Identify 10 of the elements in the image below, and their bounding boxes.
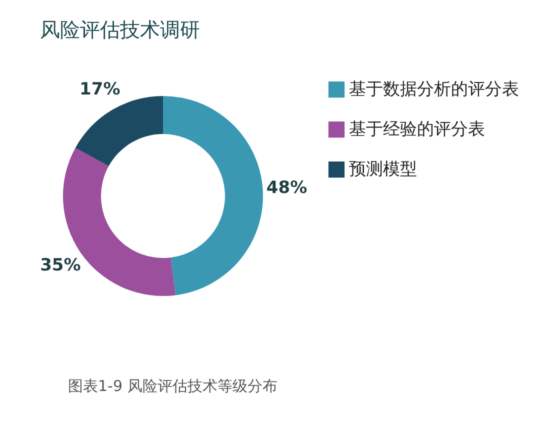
data-label: 48% (266, 178, 308, 198)
donut-slice (163, 96, 263, 296)
donut-slice (75, 96, 163, 166)
legend-label: 基于数据分析的评分表 (349, 80, 519, 100)
legend-label: 预测模型 (349, 160, 417, 180)
data-label: 17% (80, 79, 120, 100)
legend-label: 基于经验的评分表 (349, 120, 485, 140)
text: 图表1-9 风险评估技术等级分布 (68, 377, 278, 395)
data-label: 35% (40, 256, 81, 276)
chart-title: 风险评估技术调研 (40, 17, 200, 42)
